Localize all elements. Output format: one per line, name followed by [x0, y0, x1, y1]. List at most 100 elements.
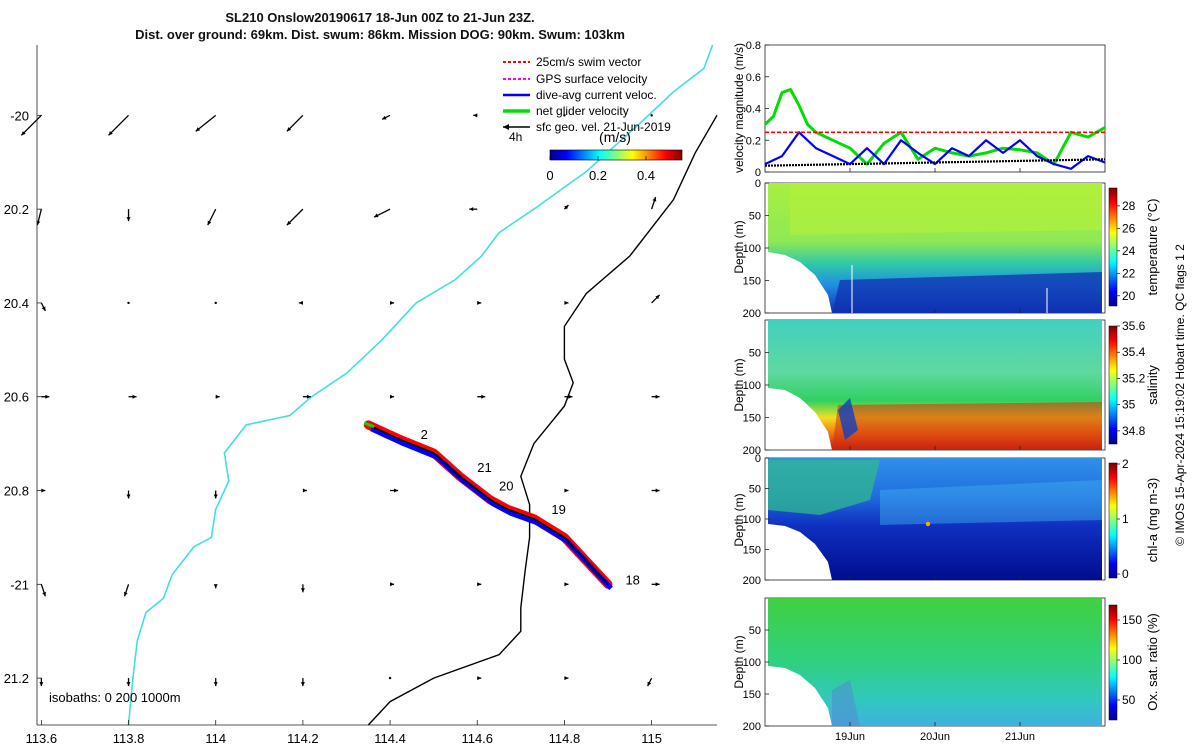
map-y-tick-label: 20.2 — [4, 202, 29, 217]
surface-velocity-arrowhead — [306, 394, 311, 399]
section-y-tick-label: 200 — [743, 575, 761, 587]
surface-velocity-arrowhead — [652, 197, 657, 202]
surface-velocity-arrow — [108, 114, 129, 136]
section-y-tick-label: 200 — [743, 721, 761, 733]
temperature-colorbar — [1108, 187, 1118, 307]
surface-velocity-arrowhead — [207, 220, 212, 226]
section-y-tick-label: 50 — [749, 484, 761, 496]
chla-mid-layer — [880, 480, 1102, 525]
section-y-tick-label: 100 — [743, 514, 761, 526]
surface-velocity-arrowhead — [477, 676, 482, 681]
section-y-tick-label: 200 — [743, 445, 761, 457]
velocity-ylabel: velocity magnitude (m/s) — [732, 43, 746, 173]
chla-outlier-point — [925, 521, 931, 527]
surface-velocity-arrowhead — [286, 127, 292, 132]
map-x-tick-label: 115 — [641, 731, 662, 746]
map-panel: 2 21 20 19 18 113.6 113.8 114 114.2 114.4 114.6 11… — [4, 44, 718, 746]
legend-net-glider-velocity: net glider velocity — [536, 104, 629, 118]
surface-velocity-arrowhead — [481, 394, 486, 399]
section-y-tick-label: 50 — [749, 625, 761, 637]
section-colorbar-tick-label: 34.8 — [1122, 424, 1146, 438]
map-y-tick-label: 20.4 — [4, 296, 29, 311]
surface-velocity-arrowhead — [650, 114, 653, 117]
map-legend: 25cm/s swim vector GPS surface velocity … — [503, 55, 683, 183]
section-y-tick-label: 150 — [743, 545, 761, 557]
chla-panel: chl-a (mg m-3) Depth (m) — [732, 457, 1160, 581]
section-y-tick-label: 100 — [743, 657, 761, 669]
surface-velocity-arrowhead — [127, 301, 130, 305]
legend-sfc-geo-vel: sfc geo. vel. 21-Jun-2019 — [536, 120, 671, 134]
surface-velocity-arrowhead — [213, 494, 218, 499]
oxygen-low-patch — [832, 680, 860, 726]
surface-velocity-arrowhead — [394, 488, 399, 493]
surface-velocity-arrowhead — [564, 488, 569, 493]
map-y-tick-label: 21.2 — [4, 671, 29, 686]
time-tick-label: 21Jun — [1005, 731, 1035, 743]
surface-velocity-arrowhead — [390, 300, 395, 305]
section-colorbar-tick-label: 150 — [1122, 613, 1142, 627]
section-y-tick-label: 150 — [743, 276, 761, 288]
surface-velocity-arrowhead — [126, 682, 131, 687]
section-colorbar-tick-label: 1 — [1122, 512, 1129, 526]
legend-sfc-geo-arrowhead — [503, 124, 509, 130]
surface-velocity-arrowhead — [655, 582, 660, 587]
velocity-y-tick-label: 0.6 — [746, 72, 761, 84]
chla-ylabel: Depth (m) — [732, 493, 746, 546]
time-tick-label: 20Jun — [920, 731, 950, 743]
time-tick-label: 19Jun — [835, 731, 865, 743]
surface-velocity-arrowhead — [123, 591, 128, 597]
surface-velocity-arrowhead — [41, 488, 46, 493]
section-y-tick-label: 50 — [749, 211, 761, 223]
section-y-tick-label: 200 — [743, 308, 761, 320]
section-y-tick-label: 150 — [743, 689, 761, 701]
credit-text: © IMOS 15-Apr-2024 15:19:02 Hobart time.… — [1173, 244, 1187, 546]
legend-gps-surface-velocity: GPS surface velocity — [536, 72, 647, 86]
section-y-tick-label: 0 — [755, 178, 761, 190]
surface-velocity-arrowhead — [213, 682, 218, 687]
velocity-y-tick-label: 0 — [755, 167, 761, 179]
track-day-label: 2 — [421, 427, 428, 442]
map-y-tick-label: -21 — [10, 577, 29, 592]
surface-velocity-arrowhead — [195, 127, 201, 132]
salinity-panel: salinity Depth (m) — [732, 319, 1160, 451]
colorbar-unit-label: (m/s) — [599, 129, 631, 145]
section-colorbar-tick-label: 35.4 — [1122, 345, 1146, 359]
section-colorbar-tick-label: 35.6 — [1122, 319, 1146, 333]
surface-velocity-arrowhead — [564, 205, 569, 210]
surface-velocity-arrowhead — [390, 582, 395, 587]
colorbar-tick-label: 0 — [546, 168, 553, 183]
map-x-tick-label: 114.8 — [549, 731, 581, 746]
surface-velocity-arrowhead — [568, 394, 573, 399]
speed-colorbar — [549, 149, 683, 161]
map-y-tick-label: 20.6 — [4, 390, 29, 405]
surface-velocity-arrowhead — [41, 306, 46, 311]
map-x-tick-label: 113.6 — [26, 731, 58, 746]
velocity-y-tick-label: 0.4 — [746, 104, 761, 116]
salinity-low-patch — [838, 398, 858, 440]
section-colorbar-tick-label: 20 — [1122, 289, 1136, 303]
temperature-colorbar-label: temperature (°C) — [1145, 199, 1160, 296]
surface-velocity-arrowhead — [469, 207, 474, 212]
section-colorbar-tick-label: 24 — [1122, 244, 1136, 258]
map-x-tick-label: 114 — [205, 731, 226, 746]
sfc-geo-vel-series — [764, 158, 1106, 167]
section-y-tick-label: 150 — [743, 413, 761, 425]
isobath-200m-line — [367, 114, 718, 726]
surface-velocity-arrowhead — [300, 588, 305, 593]
surface-velocity-arrowhead — [390, 394, 395, 399]
temperature-panel: temperature (°C) Depth (m) — [732, 182, 1160, 314]
surface-velocity-arrowhead — [214, 301, 217, 305]
velocity-plot-area — [764, 44, 1106, 173]
surface-velocity-arrowhead — [126, 217, 131, 222]
section-y-tick-label: 0 — [755, 453, 761, 465]
section-colorbar-tick-label: 2 — [1122, 457, 1129, 471]
colorbar-tick-label: 0.4 — [637, 168, 655, 183]
salinity-colorbar — [1108, 325, 1118, 445]
track-day-label: 20 — [499, 479, 513, 494]
surface-velocity-arrowhead — [647, 681, 652, 687]
track-day-label: 18 — [625, 572, 639, 587]
surface-velocity-arrowhead — [477, 300, 482, 305]
surface-velocity-arrowhead — [388, 676, 392, 680]
surface-velocity-arrowhead — [473, 113, 478, 118]
